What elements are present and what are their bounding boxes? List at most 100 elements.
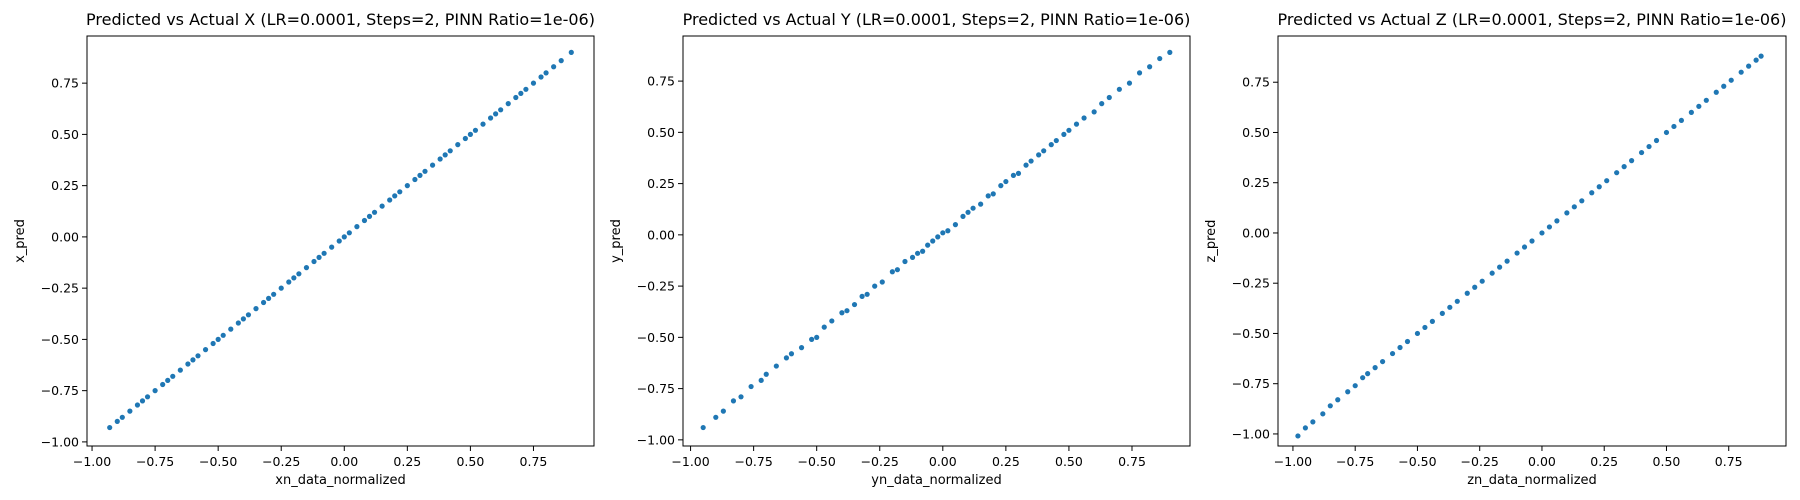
- data-point: [1614, 170, 1620, 176]
- data-point: [311, 258, 317, 265]
- data-point: [1048, 142, 1054, 148]
- data-point: [1429, 318, 1435, 324]
- y-axis-label: y_pred: [609, 219, 624, 263]
- data-point: [271, 291, 277, 297]
- data-point: [930, 238, 936, 244]
- data-point: [763, 371, 769, 377]
- data-point: [1310, 419, 1316, 425]
- y-tick-label: 0.50: [1242, 125, 1270, 140]
- data-point: [1389, 350, 1396, 357]
- data-point: [872, 283, 878, 289]
- data-point: [1365, 371, 1371, 377]
- data-point: [925, 242, 931, 248]
- data-point: [185, 361, 191, 367]
- data-point: [455, 142, 461, 148]
- data-point: [442, 152, 448, 158]
- data-point: [829, 318, 835, 324]
- x-axis-label: zn_data_normalized: [1467, 473, 1597, 488]
- y-tick-label: 0.75: [1242, 75, 1270, 90]
- data-point: [1147, 64, 1153, 70]
- data-point: [144, 394, 151, 400]
- data-point: [210, 340, 216, 347]
- data-point: [889, 269, 895, 275]
- data-point: [404, 183, 410, 189]
- data-point: [215, 336, 221, 342]
- data-point: [202, 347, 209, 353]
- data-point: [1579, 198, 1585, 204]
- data-point: [240, 316, 246, 322]
- data-point: [195, 353, 201, 359]
- plot-frame: [86, 35, 595, 447]
- data-point: [1521, 244, 1528, 250]
- data-point: [1404, 338, 1411, 345]
- x-axis-label: yn_data_normalized: [871, 473, 1001, 488]
- data-point: [985, 193, 991, 199]
- x-tick-label: −0.25: [1461, 454, 1499, 469]
- data-point: [902, 258, 908, 265]
- y-tick-label: −0.25: [1232, 276, 1270, 291]
- data-point: [1489, 270, 1495, 276]
- data-point: [1335, 397, 1341, 403]
- y-tick-label: −0.75: [41, 383, 79, 398]
- data-point: [1073, 121, 1080, 127]
- data-point: [422, 168, 428, 174]
- data-point: [1116, 86, 1122, 92]
- data-point: [1646, 143, 1652, 150]
- data-point: [1479, 278, 1485, 284]
- data-point: [437, 156, 443, 162]
- x-tick-label: 0.75: [520, 454, 548, 469]
- data-point: [1546, 224, 1553, 230]
- data-point: [909, 254, 916, 260]
- y-tick-label: 0.00: [51, 229, 79, 244]
- data-point: [1696, 103, 1702, 109]
- data-point: [220, 332, 226, 338]
- data-point: [839, 310, 845, 316]
- data-point: [720, 408, 726, 414]
- x-tick-label: −0.50: [1398, 454, 1436, 469]
- data-point: [1015, 170, 1022, 176]
- data-point: [859, 293, 865, 299]
- data-point: [1379, 358, 1386, 365]
- data-point: [1167, 49, 1173, 56]
- data-point: [1539, 230, 1545, 236]
- y-tick-label: −0.50: [637, 330, 675, 345]
- data-point: [412, 176, 418, 183]
- data-point: [1397, 344, 1403, 351]
- data-point: [864, 291, 870, 297]
- data-point: [844, 308, 850, 314]
- data-point: [190, 357, 196, 363]
- y-tick-label: 0.25: [1242, 175, 1270, 190]
- data-point: [387, 197, 393, 203]
- chart-panel-3: Predicted vs Actual Z (LR=0.0001, Steps=…: [1204, 10, 1787, 488]
- data-point: [1621, 164, 1627, 170]
- data-point: [523, 86, 529, 92]
- data-point: [177, 367, 183, 373]
- y-axis-label: x_pred: [13, 219, 28, 263]
- data-point: [1447, 304, 1453, 310]
- data-point: [940, 230, 946, 236]
- x-tick-label: 0.50: [1055, 454, 1083, 469]
- data-point: [1352, 383, 1358, 389]
- data-point: [1629, 158, 1635, 164]
- data-point: [1372, 365, 1378, 371]
- data-point: [809, 336, 815, 342]
- data-point: [321, 250, 327, 256]
- data-point: [1028, 158, 1034, 164]
- data-point: [1713, 89, 1719, 95]
- data-point: [397, 189, 403, 195]
- data-point: [1497, 264, 1503, 270]
- data-point: [498, 107, 504, 113]
- data-point: [107, 424, 113, 431]
- y-tick-label: 0.00: [647, 227, 675, 242]
- x-tick-label: −1.00: [1274, 454, 1312, 469]
- y-tick-label: −0.25: [637, 279, 675, 294]
- y-tick-label: 0.00: [1242, 225, 1270, 240]
- data-point: [1604, 178, 1610, 184]
- data-point: [417, 172, 423, 178]
- data-point: [487, 115, 494, 121]
- data-point: [119, 414, 125, 420]
- data-points: [107, 49, 574, 431]
- data-point: [1758, 53, 1764, 59]
- data-point: [392, 193, 398, 199]
- data-point: [1738, 69, 1744, 75]
